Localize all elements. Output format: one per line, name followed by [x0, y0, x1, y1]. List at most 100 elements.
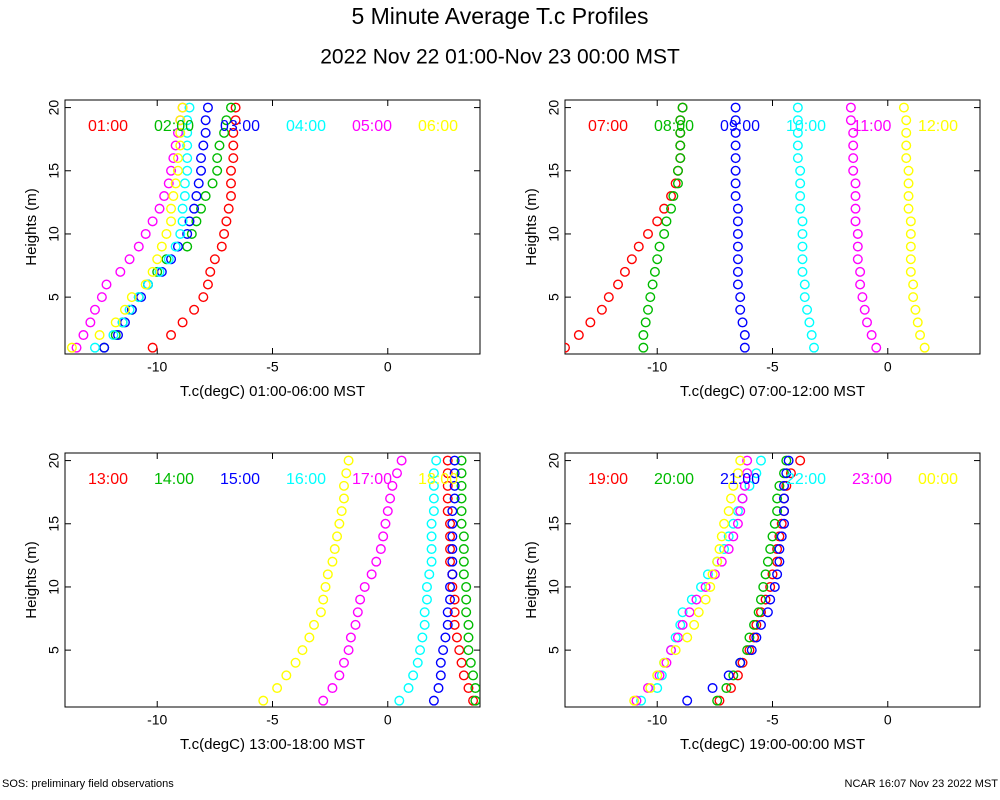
data-point	[901, 127, 912, 138]
data-point	[456, 455, 467, 466]
data-point	[866, 330, 877, 341]
data-point	[850, 178, 861, 189]
x-tick-label: -5	[766, 359, 779, 375]
data-point	[845, 102, 856, 113]
data-point	[652, 670, 663, 681]
data-point	[732, 468, 743, 479]
data-point	[461, 581, 472, 592]
data-point	[774, 544, 785, 555]
data-point	[903, 165, 914, 176]
legend-label: 06:00	[418, 118, 458, 135]
data-point	[682, 695, 693, 706]
data-point	[719, 544, 730, 555]
data-point	[744, 480, 755, 491]
data-point	[585, 317, 596, 328]
data-point	[795, 165, 806, 176]
data-point	[219, 228, 230, 239]
data-point	[732, 216, 743, 227]
data-point	[772, 569, 783, 580]
data-point	[424, 569, 435, 580]
legend-label: 18:00	[418, 471, 458, 488]
data-point	[350, 619, 361, 630]
x-axis-label: T.c(degC) 01:00-06:00 MST	[180, 383, 365, 400]
data-point	[461, 607, 472, 618]
data-point	[677, 619, 688, 630]
data-point	[193, 178, 204, 189]
data-point	[170, 178, 181, 189]
data-point	[732, 266, 743, 277]
data-point	[792, 140, 803, 151]
data-point	[396, 455, 407, 466]
data-point	[198, 292, 209, 303]
legend-label: 19:00	[588, 471, 628, 488]
data-point	[686, 594, 697, 605]
y-axis-label: Heights (m)	[523, 188, 540, 266]
data-point	[779, 493, 790, 504]
data-point	[196, 165, 207, 176]
data-point	[760, 569, 771, 580]
data-point	[172, 153, 183, 164]
y-tick-label: 10	[546, 579, 562, 595]
data-point	[431, 455, 442, 466]
data-point	[682, 632, 693, 643]
data-point	[442, 468, 453, 479]
data-point	[783, 455, 794, 466]
data-point	[767, 569, 778, 580]
data-point	[707, 683, 718, 694]
x-tick-label: -10	[147, 359, 167, 375]
data-point	[797, 216, 808, 227]
data-point	[115, 266, 126, 277]
data-point	[332, 531, 343, 542]
data-point	[458, 531, 469, 542]
x-tick-label: -10	[647, 359, 667, 375]
data-point	[723, 531, 734, 542]
data-point	[71, 342, 82, 353]
data-point	[113, 330, 124, 341]
data-point	[166, 330, 177, 341]
data-point	[445, 581, 456, 592]
data-point	[408, 670, 419, 681]
data-point	[327, 683, 338, 694]
x-axis-label: T.c(degC) 13:00-18:00 MST	[180, 736, 365, 753]
legend-label: 10:00	[786, 118, 826, 135]
data-point	[421, 594, 432, 605]
data-point	[371, 556, 382, 567]
data-point	[272, 683, 283, 694]
data-point	[447, 506, 458, 517]
data-point	[449, 455, 460, 466]
data-point	[445, 594, 456, 605]
page-subtitle: 2022 Nov 22 01:00-Nov 23 00:00 MST	[320, 46, 680, 69]
data-point	[850, 191, 861, 202]
data-point	[458, 569, 469, 580]
x-axis-label: T.c(degC) 19:00-00:00 MST	[680, 736, 865, 753]
data-point	[855, 279, 866, 290]
data-point	[848, 140, 859, 151]
data-point	[322, 569, 333, 580]
data-point	[179, 191, 190, 202]
data-point	[905, 254, 916, 265]
data-point	[795, 455, 806, 466]
data-point	[751, 632, 762, 643]
data-point	[670, 645, 681, 656]
data-point	[726, 683, 737, 694]
data-point	[649, 266, 660, 277]
data-point	[903, 203, 914, 214]
data-point	[901, 153, 912, 164]
data-point	[341, 468, 352, 479]
data-point	[712, 695, 723, 706]
y-axis-label: Heights (m)	[23, 188, 40, 266]
data-point	[672, 178, 683, 189]
data-point	[666, 645, 677, 656]
x-tick-label: 0	[384, 359, 392, 375]
data-point	[449, 493, 460, 504]
data-point	[779, 480, 790, 491]
data-point	[182, 140, 193, 151]
y-tick-label: 20	[46, 100, 62, 116]
data-point	[449, 468, 460, 479]
data-point	[415, 645, 426, 656]
data-point	[428, 695, 439, 706]
data-point	[318, 695, 329, 706]
data-point	[442, 480, 453, 491]
data-point	[910, 304, 921, 315]
